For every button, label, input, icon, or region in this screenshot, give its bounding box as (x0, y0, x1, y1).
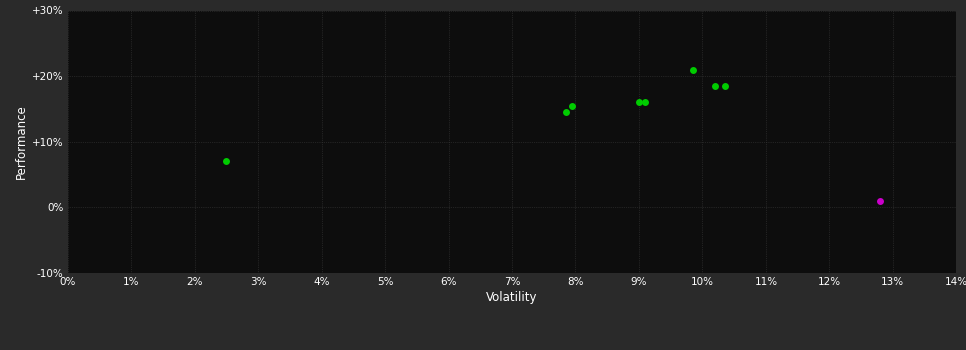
Point (631, 99, 646, 105)
Point (218, 159, 234, 164)
Point (717, 83, 732, 89)
Y-axis label: Performance: Performance (14, 104, 28, 179)
Point (564, 103, 580, 108)
Point (707, 83, 723, 89)
X-axis label: Volatility: Volatility (486, 291, 538, 304)
Point (872, 198, 888, 204)
Point (685, 67, 700, 72)
Point (638, 99, 653, 105)
Point (558, 110, 574, 115)
